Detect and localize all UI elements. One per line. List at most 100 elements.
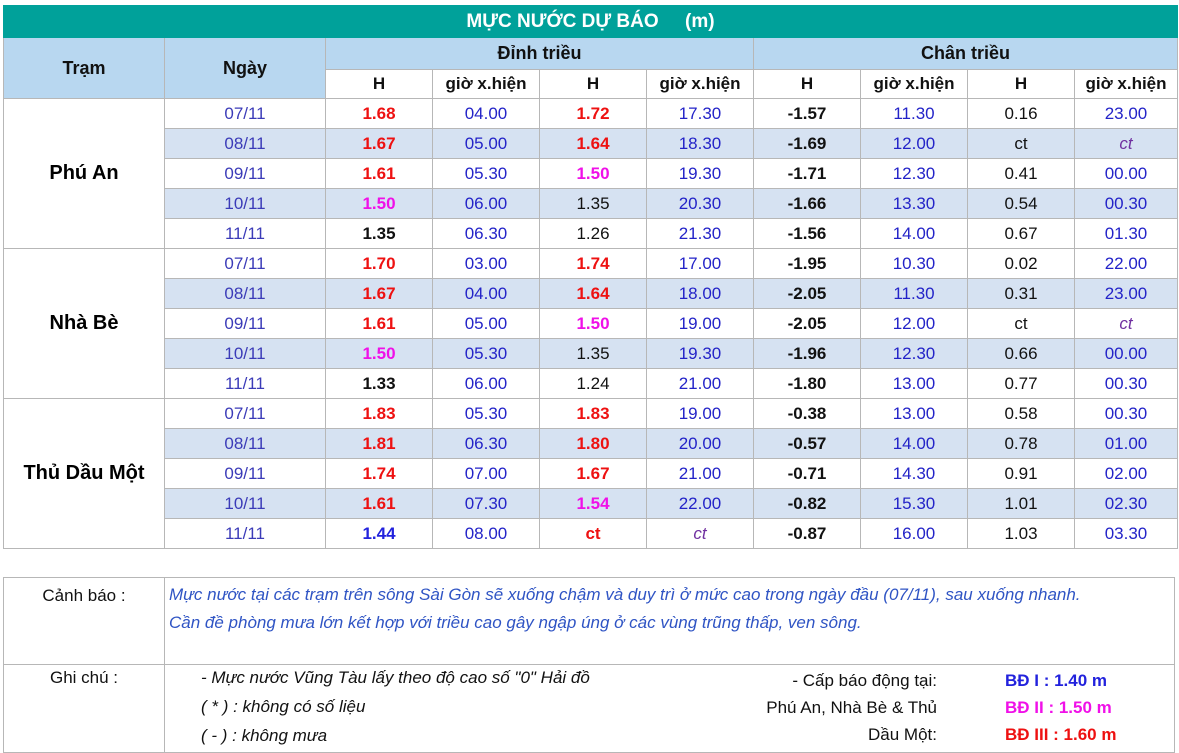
- cell-high-h1: 1.67: [325, 278, 433, 309]
- cell-high-time2: 20.00: [646, 428, 754, 459]
- cell-high-h1: 1.81: [325, 428, 433, 459]
- alarm-level-2: BĐ II : 1.50 m: [1005, 698, 1112, 717]
- cell-high-h2: 1.50: [539, 158, 647, 189]
- table-row: 08/11 1.67 05.00 1.64 18.30 -1.69 12.00 ct ct: [4, 128, 1178, 159]
- cell-low-time2: 02.30: [1074, 488, 1178, 519]
- table-row: Nhà Bè 07/11 1.70 03.00 1.74 17.00 -1.95 10.30 0…: [3, 248, 1178, 399]
- cell-high-h2: 1.26: [539, 218, 647, 249]
- table-row: 08/11 1.81 06.30 1.80 20.00 -0.57 14.00 0.78 01.…: [4, 428, 1178, 459]
- table-row: 09/11 1.74 07.00 1.67 21.00 -0.71 14.30 0.91 02.…: [4, 458, 1178, 489]
- cell-high-time1: 06.00: [432, 188, 540, 219]
- cell-date: 11/11: [164, 518, 326, 549]
- cell-low-time1: 14.00: [860, 428, 968, 459]
- cell-low-h2: 0.31: [967, 278, 1075, 309]
- cell-high-h2: 1.54: [539, 488, 647, 519]
- cell-low-time2: 01.30: [1074, 218, 1178, 249]
- cell-high-h2: 1.35: [539, 338, 647, 369]
- note-line-1: - Mực nước Vũng Tàu lấy theo độ cao số "…: [201, 668, 590, 687]
- cell-high-time1: 06.00: [432, 368, 540, 399]
- cell-high-h2: 1.74: [539, 248, 647, 279]
- cell-low-time1: 11.30: [860, 98, 968, 129]
- cell-high-h1: 1.50: [325, 338, 433, 369]
- cell-high-time1: 06.30: [432, 218, 540, 249]
- cell-high-h1: 1.35: [325, 218, 433, 249]
- station-name: Nhà Bè: [3, 248, 165, 399]
- cell-low-time2: ct: [1074, 308, 1178, 339]
- cell-low-time2: 00.30: [1074, 368, 1178, 399]
- cell-high-time2: 17.30: [646, 98, 754, 129]
- cell-low-time1: 12.30: [860, 158, 968, 189]
- cell-high-time1: 05.30: [432, 338, 540, 369]
- cell-high-time2: 18.00: [646, 278, 754, 309]
- cell-low-h1: -1.57: [753, 98, 861, 129]
- note-line-2: ( * ) : không có số liệu: [201, 697, 366, 716]
- cell-high-time1: 04.00: [432, 278, 540, 309]
- cell-low-time1: 13.00: [860, 398, 968, 429]
- cell-high-time2: 21.30: [646, 218, 754, 249]
- cell-low-time1: 15.30: [860, 488, 968, 519]
- table-row: 08/11 1.67 04.00 1.64 18.00 -2.05 11.30 0.31 23.…: [4, 278, 1178, 309]
- cell-low-time2: ct: [1074, 128, 1178, 159]
- time-header: giờ x.hiện: [432, 69, 540, 99]
- date-header: Ngày: [164, 37, 326, 99]
- cell-low-h2: 0.67: [967, 218, 1075, 249]
- cell-low-time1: 13.30: [860, 188, 968, 219]
- cell-date: 07/11: [164, 398, 326, 429]
- cell-high-h1: 1.61: [325, 488, 433, 519]
- h-header: H: [753, 69, 861, 99]
- cell-high-time1: 05.00: [432, 128, 540, 159]
- cell-low-h1: -0.82: [753, 488, 861, 519]
- cell-low-h2: 1.01: [967, 488, 1075, 519]
- cell-low-h2: 0.54: [967, 188, 1075, 219]
- cell-date: 09/11: [164, 308, 326, 339]
- cell-high-time2: 18.30: [646, 128, 754, 159]
- cell-high-h1: 1.70: [325, 248, 433, 279]
- cell-low-h2: 0.78: [967, 428, 1075, 459]
- cell-high-h2: 1.83: [539, 398, 647, 429]
- station-name: Phú An: [3, 98, 165, 249]
- h-header: H: [325, 69, 433, 99]
- cell-low-time1: 10.30: [860, 248, 968, 279]
- table-row: 10/11 1.61 07.30 1.54 22.00 -0.82 15.30 1.01 02.…: [4, 488, 1178, 519]
- low-tide-header: Chân triều: [753, 37, 1178, 70]
- cell-high-h1: 1.68: [325, 98, 433, 129]
- cell-low-time2: 02.00: [1074, 458, 1178, 489]
- cell-low-time2: 01.00: [1074, 428, 1178, 459]
- cell-high-time2: 19.00: [646, 398, 754, 429]
- cell-high-time2: 21.00: [646, 368, 754, 399]
- alarm-line-2: Phú An, Nhà Bè & Thủ: [766, 698, 937, 717]
- warning-label: Cảnh báo :: [3, 577, 165, 665]
- cell-low-h1: -0.71: [753, 458, 861, 489]
- cell-high-time1: 05.30: [432, 158, 540, 189]
- cell-date: 10/11: [164, 188, 326, 219]
- cell-low-h2: 0.41: [967, 158, 1075, 189]
- table-row: 10/11 1.50 06.00 1.35 20.30 -1.66 13.30 0.54 00.…: [4, 188, 1178, 219]
- cell-high-time1: 03.00: [432, 248, 540, 279]
- cell-date: 09/11: [164, 158, 326, 189]
- cell-low-h1: -1.71: [753, 158, 861, 189]
- cell-high-h2: 1.80: [539, 428, 647, 459]
- cell-low-h1: -1.66: [753, 188, 861, 219]
- cell-high-h1: 1.44: [325, 518, 433, 549]
- cell-low-h2: 0.02: [967, 248, 1075, 279]
- table-row: Phú An 07/11 1.68 04.00 1.72 17.30 -1.57 11.30 0…: [3, 98, 1178, 249]
- cell-high-h2: 1.67: [539, 458, 647, 489]
- cell-low-time2: 00.30: [1074, 188, 1178, 219]
- cell-high-time2: 20.30: [646, 188, 754, 219]
- cell-low-time2: 00.00: [1074, 158, 1178, 189]
- cell-high-h1: 1.67: [325, 128, 433, 159]
- table-row: 10/11 1.50 05.30 1.35 19.30 -1.96 12.30 0.66 00.…: [4, 338, 1178, 369]
- cell-low-time1: 12.30: [860, 338, 968, 369]
- cell-low-h1: -1.96: [753, 338, 861, 369]
- notes-label: Ghi chú :: [3, 664, 165, 753]
- cell-low-time1: 12.00: [860, 128, 968, 159]
- cell-low-h2: 0.66: [967, 338, 1075, 369]
- cell-low-time1: 14.30: [860, 458, 968, 489]
- cell-low-h1: -0.87: [753, 518, 861, 549]
- cell-high-time1: 07.00: [432, 458, 540, 489]
- cell-high-h1: 1.61: [325, 158, 433, 189]
- cell-high-h2: 1.24: [539, 368, 647, 399]
- notes-content: - Mực nước Vũng Tàu lấy theo độ cao số "…: [164, 664, 1175, 753]
- h-header: H: [967, 69, 1075, 99]
- cell-date: 11/11: [164, 218, 326, 249]
